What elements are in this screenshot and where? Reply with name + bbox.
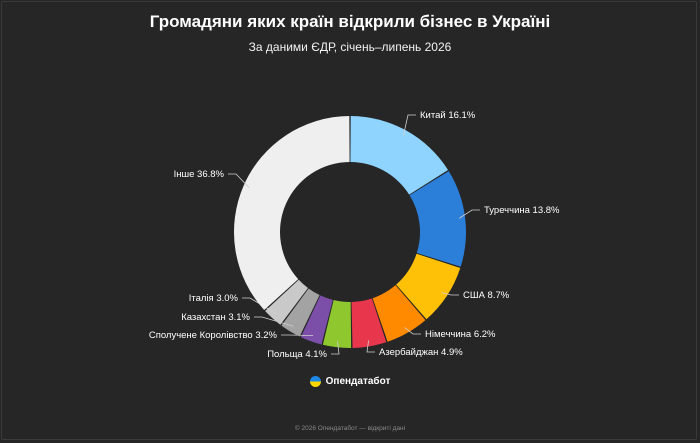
- data-label-туреччина: Туреччина 13.8%: [484, 205, 560, 216]
- slice-польща: [322, 300, 352, 348]
- leader-line-італія: [242, 297, 277, 315]
- slice-казахстан: [281, 288, 320, 337]
- data-label-казахстан: Казахстан 3.1%: [181, 312, 250, 323]
- data-label-інше: Інше 36.8%: [174, 169, 225, 180]
- leader-line-туреччина: [458, 209, 480, 219]
- data-label-азербайджан: Азербайджан 4.9%: [379, 347, 463, 358]
- leader-line-китай: [402, 114, 416, 136]
- chart-title: Громадяни яких країн відкрили бізнес в У…: [149, 12, 551, 31]
- slice-сша: [396, 253, 461, 320]
- data-label-італія: Італія 3.0%: [189, 293, 239, 304]
- leader-line-сша: [441, 292, 459, 296]
- leader-line-польща: [331, 341, 340, 355]
- slice-німеччина: [372, 285, 426, 342]
- brand-logo: Опендатабот: [0, 376, 700, 387]
- slice-туреччина: [409, 171, 466, 267]
- data-label-польща: Польща 4.1%: [267, 349, 327, 360]
- data-label-сполучене-королівство: Сполучене Королівство 3.2%: [149, 330, 278, 341]
- brand-name: Опендатабот: [325, 376, 391, 387]
- leader-line-інше: [228, 173, 250, 189]
- slice-сполучене-королівство: [300, 295, 333, 345]
- chart-subtitle: За даними ЄДР, січень–липень 2026: [248, 40, 452, 54]
- leader-line-сполучене-королівство: [281, 334, 314, 337]
- data-label-китай: Китай 16.1%: [420, 110, 476, 121]
- leader-line-казахстан: [254, 316, 294, 327]
- leader-line-німеччина: [404, 327, 421, 335]
- ukraine-flag-icon: [309, 376, 321, 387]
- slice-інше: [234, 116, 350, 311]
- data-label-німеччина: Німеччина 6.2%: [425, 329, 496, 340]
- leader-line-азербайджан: [366, 340, 375, 353]
- slice-азербайджан: [351, 298, 387, 348]
- slice-китай: [350, 116, 449, 195]
- data-label-сша: США 8.7%: [463, 290, 510, 301]
- footer-copyright: © 2026 Опендатабот — відкриті дані: [294, 425, 406, 432]
